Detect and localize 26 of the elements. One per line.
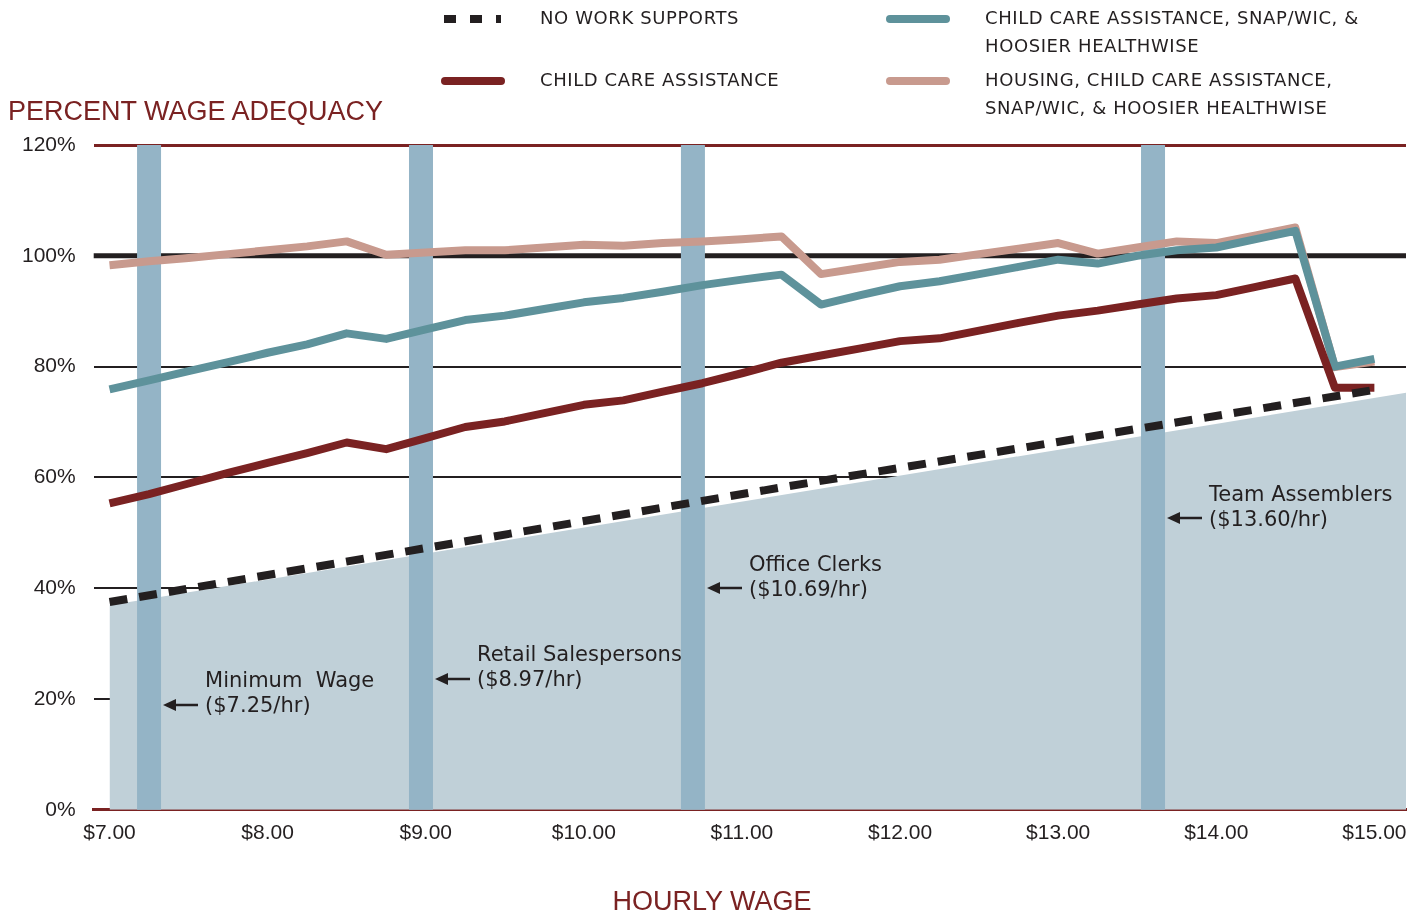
legend-label: NO WORK SUPPORTS (540, 6, 740, 30)
x-tick-label: $15.00 (1342, 820, 1407, 844)
y-tick-label: 60% (33, 464, 76, 488)
annotation: Office Clerks ($10.69/hr) (748, 552, 883, 602)
annotation: Team Assemblers ($13.60/hr) (1208, 482, 1393, 532)
legend-label: CHILD CARE ASSISTANCE, SNAP/WIC, & HOOSIER HEALTHWISE (985, 6, 1360, 58)
annotation: Minimum Wage ($7.25/hr) (205, 668, 375, 718)
x-tick-label: $10.00 (551, 820, 616, 844)
x-tick-label: $13.00 (1026, 820, 1091, 844)
y-axis-title: PERCENT WAGE ADEQUACY (8, 96, 384, 127)
legend-label: HOUSING, CHILD CARE ASSISTANCE, SNAP/WIC, & HOOSIER HEALTHWISE (985, 68, 1334, 120)
legend-label: CHILD CARE ASSISTANCE (540, 68, 780, 92)
x-tick-label: $7.00 (83, 820, 136, 844)
x-tick-label: $11.00 (710, 820, 774, 844)
y-tick-label: 40% (33, 575, 76, 598)
x-tick-label: $9.00 (399, 820, 453, 844)
y-tick-label: 100% (21, 242, 76, 266)
x-axis-title: HOURLY WAGE (611, 886, 813, 917)
x-tick-label: $8.00 (241, 820, 294, 844)
annotation: Retail Salespersons ($8.97/hr) (476, 642, 682, 692)
x-tick-label: $12.00 (867, 820, 933, 844)
y-tick-label: 20% (33, 685, 76, 709)
y-tick-label: 80% (33, 353, 76, 377)
y-tick-label: 120% (21, 131, 76, 155)
x-tick-label: $14.00 (1184, 820, 1249, 844)
y-tick-label: 0% (45, 796, 76, 820)
